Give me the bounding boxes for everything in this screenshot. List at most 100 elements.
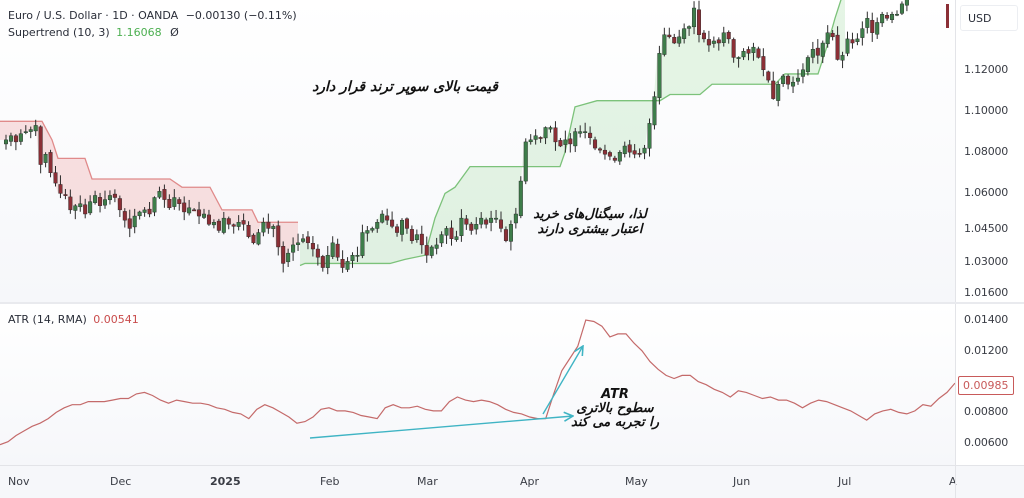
candle	[494, 209, 499, 223]
candle	[286, 248, 291, 267]
candle	[899, 1, 904, 16]
candle	[583, 122, 588, 139]
candle	[464, 215, 469, 230]
candle	[291, 237, 296, 261]
atr-pane[interactable]: ATR (14, RMA) 0.00541 ATR سطوح بالاتری ر…	[0, 304, 955, 465]
candle	[736, 56, 741, 68]
atr-tick-label: 0.00600	[964, 436, 1009, 449]
candle	[598, 147, 603, 154]
time-axis[interactable]: Nov Dec 2025 Feb Mar Apr May Jun Jul A	[0, 465, 1024, 498]
candle	[474, 217, 479, 235]
time-tick-label: Jul	[838, 475, 852, 488]
candle	[23, 125, 28, 135]
candle	[226, 216, 231, 230]
candle	[325, 246, 330, 275]
candle	[38, 125, 43, 174]
symbol-title[interactable]: Euro / U.S. Dollar · 1D · OANDA	[8, 9, 179, 22]
time-tick-label: A	[949, 475, 957, 488]
candle	[766, 70, 771, 83]
candle	[845, 31, 850, 57]
symbol-change: −0.00130 (−0.11%)	[185, 9, 297, 22]
candle	[622, 141, 627, 158]
candle	[508, 220, 513, 251]
candle	[840, 51, 845, 69]
supertrend-legend: Supertrend (10, 3) 1.16068 Ø	[8, 26, 179, 39]
candle	[706, 30, 711, 52]
candle	[350, 252, 355, 268]
candle	[132, 208, 137, 234]
candle	[538, 136, 543, 143]
candle	[221, 211, 226, 235]
candle	[216, 218, 221, 233]
candle	[172, 189, 177, 210]
candle	[68, 189, 73, 214]
candle	[588, 126, 593, 145]
candle	[305, 231, 310, 250]
candle	[657, 45, 662, 105]
time-tick-label: Mar	[417, 475, 438, 488]
candle	[177, 197, 182, 211]
candle	[855, 33, 860, 46]
candle	[880, 11, 885, 27]
candle	[271, 224, 276, 238]
candle	[246, 221, 251, 239]
atr-axis[interactable]: 0.01400 0.01200 0.00800 0.00600 0.00985	[955, 304, 1024, 465]
price-tick-label: 1.06000	[964, 186, 1009, 199]
candle	[127, 209, 132, 238]
candle	[810, 41, 815, 64]
candle	[721, 26, 726, 47]
candle	[197, 201, 202, 225]
candle	[860, 21, 865, 46]
candle	[469, 221, 474, 235]
candle	[687, 25, 692, 36]
candle	[340, 250, 345, 273]
candlestick-chart[interactable]	[0, 0, 955, 302]
candle	[93, 190, 98, 205]
candle	[266, 213, 271, 234]
candle	[786, 74, 791, 90]
candle	[667, 27, 672, 39]
candle	[211, 219, 216, 229]
annotation-atr-line3: را تجربه می کند	[571, 415, 659, 430]
candle	[345, 257, 350, 273]
candle	[652, 91, 657, 130]
annotation-buy-signals-line2: اعتبار بیشتری دارند	[537, 222, 643, 237]
price-chart-pane[interactable]: Euro / U.S. Dollar · 1D · OANDA −0.00130…	[0, 0, 955, 302]
candle	[152, 196, 157, 217]
visibility-icon[interactable]: Ø	[170, 26, 179, 39]
supertrend-name[interactable]: Supertrend (10, 3)	[8, 26, 110, 39]
candle	[429, 245, 434, 259]
candle	[78, 195, 83, 212]
candle	[662, 27, 667, 57]
candle	[276, 220, 281, 256]
candle	[13, 134, 18, 151]
candle	[890, 11, 895, 24]
candle	[677, 29, 682, 47]
candle	[187, 199, 192, 216]
candle	[18, 129, 23, 145]
candle	[637, 148, 642, 158]
supertrend-down-line	[0, 120, 298, 223]
atr-name[interactable]: ATR (14, RMA)	[8, 313, 87, 326]
atr-line-chart[interactable]	[0, 304, 955, 465]
time-tick-label: Feb	[320, 475, 340, 488]
candle	[503, 226, 508, 243]
candle	[241, 213, 246, 231]
candle	[820, 40, 825, 64]
candle	[310, 236, 315, 257]
price-axis[interactable]: USD 1.12000 1.10000 1.08000 1.06000 1.04500 1…	[955, 0, 1024, 302]
time-tick-label: Apr	[520, 475, 540, 488]
candle	[3, 134, 8, 150]
candle	[281, 241, 286, 273]
candle	[741, 48, 746, 60]
candle	[692, 1, 697, 35]
candle	[439, 231, 444, 247]
currency-button[interactable]: USD	[960, 5, 1018, 31]
time-tick-label: Nov	[8, 475, 30, 488]
atr-value: 0.00541	[93, 313, 139, 326]
candle	[320, 254, 325, 272]
candle	[647, 118, 652, 157]
pane-divider[interactable]	[0, 302, 1024, 304]
candle	[449, 220, 454, 246]
candle	[261, 217, 266, 237]
